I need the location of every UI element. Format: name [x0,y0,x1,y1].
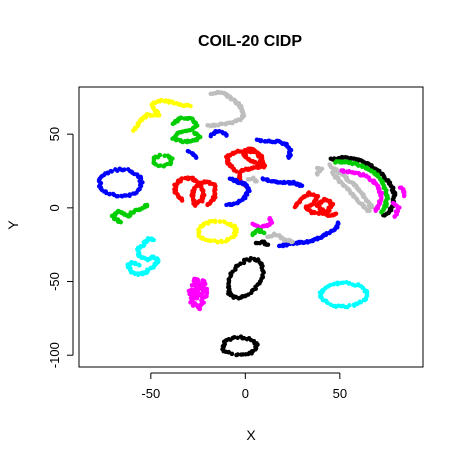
cluster-6-point [168,160,174,166]
cluster-14-point [221,219,227,224]
cluster-7-point [286,155,291,160]
cluster-30-point [189,283,195,288]
cluster-30-point [195,304,200,309]
cluster-15-point [335,220,341,225]
cluster-14-point [208,238,214,243]
cluster-12-point [299,183,305,188]
cluster-4-point [224,133,229,138]
cluster-0-point [107,191,113,197]
cluster-8-point [179,176,185,181]
x-axis-label: X [246,427,256,443]
data-points [96,89,407,358]
cluster-14-point [217,219,223,224]
plot-frame [78,86,424,368]
cluster-10-point [254,179,259,184]
cluster-0-point [123,193,129,198]
x-axis: -50 0 50 [141,372,347,401]
cluster-16-point [312,210,317,216]
cluster-30-point [191,294,196,299]
cluster-14-point [215,240,220,245]
cluster-3-point [192,130,197,135]
cluster-22-point [330,170,335,175]
cluster-11-point [224,202,229,208]
cluster-30-point [187,291,192,297]
cluster-30-point [191,300,197,305]
cluster-20-point [262,230,267,236]
x-tick-label: 0 [242,386,249,401]
cluster-30-point [196,285,201,291]
cluster-2-point [223,121,228,126]
y-tick-label: -50 [47,272,62,291]
cluster-6-point [164,161,170,167]
chart-title: COIL-20 CIDP [198,33,302,50]
cluster-32-point [226,350,231,355]
cluster-0-point [137,182,143,188]
cluster-30-point [197,282,202,287]
y-axis-label: Y [5,220,21,230]
cluster-6-point [165,153,171,158]
cluster-2-point [205,123,210,128]
cluster-31-point [344,279,349,285]
cluster-1-point [188,103,193,109]
cluster-17-point [314,165,320,171]
cluster-3-point [183,128,189,134]
cluster-24-point [356,163,361,168]
cluster-14-point [219,239,225,245]
cluster-32-point [253,345,259,350]
cluster-14-point [232,223,238,229]
cluster-25-point [341,169,346,174]
cluster-30-point [194,277,200,283]
cluster-28-point [137,263,142,268]
cluster-0-point [113,167,118,172]
cluster-30-point [200,295,205,300]
cluster-31-point [364,293,370,298]
cluster-13-point [144,202,150,208]
cluster-29-point [252,256,257,262]
cluster-31-point [358,300,363,305]
cluster-29-point [255,282,260,287]
cluster-26-point [401,193,407,199]
cluster-18-point [267,215,273,221]
x-tick-label: -50 [141,386,160,401]
cluster-30-point [204,294,209,299]
cluster-21-point [265,242,271,247]
cluster-5-point [193,155,199,160]
cluster-24-point [379,210,384,215]
cluster-0-point [125,167,131,172]
cluster-32-point [235,335,240,340]
cluster-31-point [347,303,352,308]
cluster-30-point [193,283,198,288]
cluster-30-point [188,300,193,305]
y-axis: -100 -50 0 50 [47,127,74,368]
cluster-27-point [392,214,397,219]
cluster-25-point [373,208,378,213]
y-tick-label: 50 [47,127,62,141]
cluster-30-point [193,286,198,292]
cluster-7-point [259,138,264,144]
cluster-0-point [115,193,121,199]
cluster-32-point [229,351,235,357]
cluster-32-point [235,352,241,357]
y-tick-label: 0 [47,204,62,211]
cluster-0-point [127,192,132,197]
cluster-30-point [201,300,206,305]
cluster-16-point [333,211,339,216]
cluster-6-point [162,153,167,159]
cluster-29-point [241,260,247,266]
cluster-30-point [202,289,207,294]
y-tick-label: -100 [47,342,62,368]
x-tick-label: 50 [333,386,347,401]
cluster-19-point [290,239,295,244]
cluster-8-point [205,202,210,208]
cluster-30-point [200,281,205,287]
cluster-14-point [234,229,239,235]
cluster-14-point [225,237,231,243]
